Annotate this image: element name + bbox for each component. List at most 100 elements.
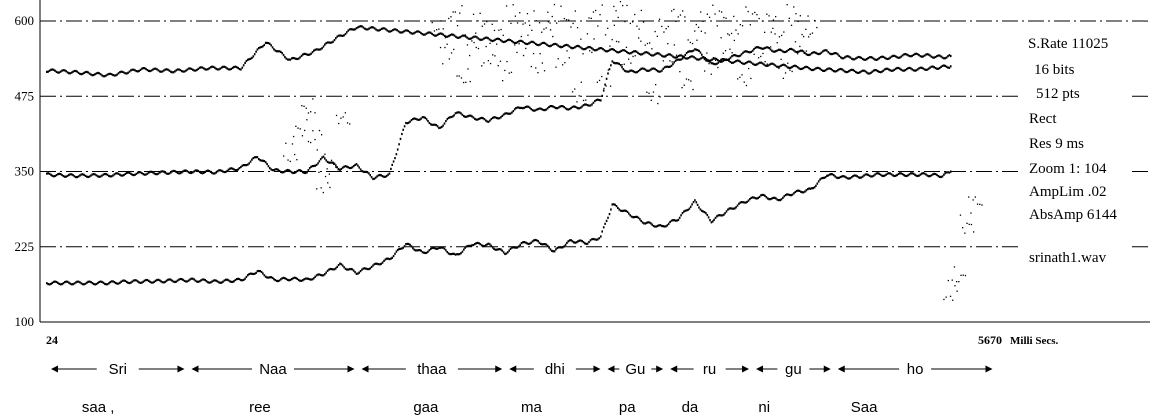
data-point <box>908 173 911 176</box>
data-point <box>297 127 299 129</box>
data-point <box>749 24 751 26</box>
data-point <box>101 174 103 177</box>
data-point <box>638 37 640 39</box>
data-point <box>50 282 52 285</box>
data-point <box>234 65 237 68</box>
data-point <box>128 282 131 285</box>
data-point <box>562 105 564 108</box>
data-point <box>814 19 816 22</box>
data-point <box>664 56 667 58</box>
data-point <box>359 25 362 28</box>
data-point <box>597 238 599 241</box>
data-point <box>161 281 164 284</box>
data-point <box>266 41 268 44</box>
data-point <box>774 64 777 67</box>
data-point <box>51 68 54 71</box>
data-point <box>645 69 648 72</box>
data-point <box>435 34 438 37</box>
data-point <box>445 35 447 38</box>
data-point <box>215 67 217 70</box>
data-point <box>321 274 323 277</box>
data-point <box>626 50 628 54</box>
data-point <box>805 65 807 68</box>
data-point <box>464 115 466 118</box>
data-point <box>544 243 546 246</box>
data-point <box>768 63 771 66</box>
data-point <box>130 281 132 284</box>
data-point <box>833 52 835 55</box>
data-point <box>354 28 356 31</box>
data-point <box>704 32 706 34</box>
data-point <box>168 278 171 281</box>
data-point <box>860 70 863 73</box>
data-point <box>570 26 572 28</box>
data-point <box>499 60 502 62</box>
data-point <box>245 275 248 278</box>
data-point <box>675 20 677 22</box>
data-point <box>646 42 649 45</box>
data-point <box>176 171 179 174</box>
data-point <box>432 246 435 249</box>
data-point <box>128 171 131 174</box>
data-point <box>200 171 202 174</box>
data-point <box>860 56 863 59</box>
data-point <box>526 105 528 108</box>
data-point <box>666 65 669 68</box>
data-point <box>541 108 543 111</box>
data-point <box>493 116 495 119</box>
data-point <box>568 45 571 48</box>
data-point <box>602 48 604 51</box>
data-point <box>214 66 216 69</box>
data-point <box>823 49 825 52</box>
data-point <box>599 47 601 50</box>
data-point <box>627 51 629 55</box>
data-point <box>456 111 458 114</box>
data-point <box>328 173 330 175</box>
data-point <box>201 172 204 175</box>
data-point <box>732 54 735 57</box>
data-point <box>84 282 87 285</box>
data-point <box>635 50 638 53</box>
data-point <box>359 270 362 273</box>
data-point <box>391 163 393 166</box>
data-point <box>632 70 634 73</box>
data-point <box>725 58 727 61</box>
data-point <box>505 112 508 115</box>
data-point <box>91 173 94 176</box>
data-point <box>927 67 930 70</box>
data-point <box>743 62 746 65</box>
data-point <box>164 171 167 174</box>
data-point <box>304 277 307 280</box>
data-point <box>443 122 446 125</box>
data-point <box>585 103 587 106</box>
data-point <box>943 64 945 67</box>
data-point <box>790 24 793 26</box>
data-point <box>161 70 164 73</box>
data-point <box>953 266 956 268</box>
segment-gu: Gu <box>607 361 664 378</box>
data-point <box>532 40 534 43</box>
data-point <box>141 281 143 284</box>
data-point <box>340 117 342 119</box>
data-point <box>438 126 440 130</box>
data-point <box>784 64 786 67</box>
data-point <box>253 156 256 159</box>
data-point <box>772 27 774 29</box>
data-point <box>644 51 646 54</box>
data-point <box>633 70 636 73</box>
data-point <box>504 69 506 72</box>
data-point <box>477 47 480 50</box>
data-point <box>500 248 502 251</box>
data-point <box>326 269 329 272</box>
data-point <box>743 81 745 83</box>
data-point <box>361 25 363 28</box>
data-point <box>626 4 628 7</box>
data-point <box>608 68 611 71</box>
data-point <box>523 106 526 109</box>
data-point <box>634 50 636 53</box>
data-point <box>714 57 716 60</box>
data-point <box>809 68 812 71</box>
data-point <box>163 281 165 284</box>
data-point <box>291 171 293 174</box>
data-point <box>823 176 825 179</box>
